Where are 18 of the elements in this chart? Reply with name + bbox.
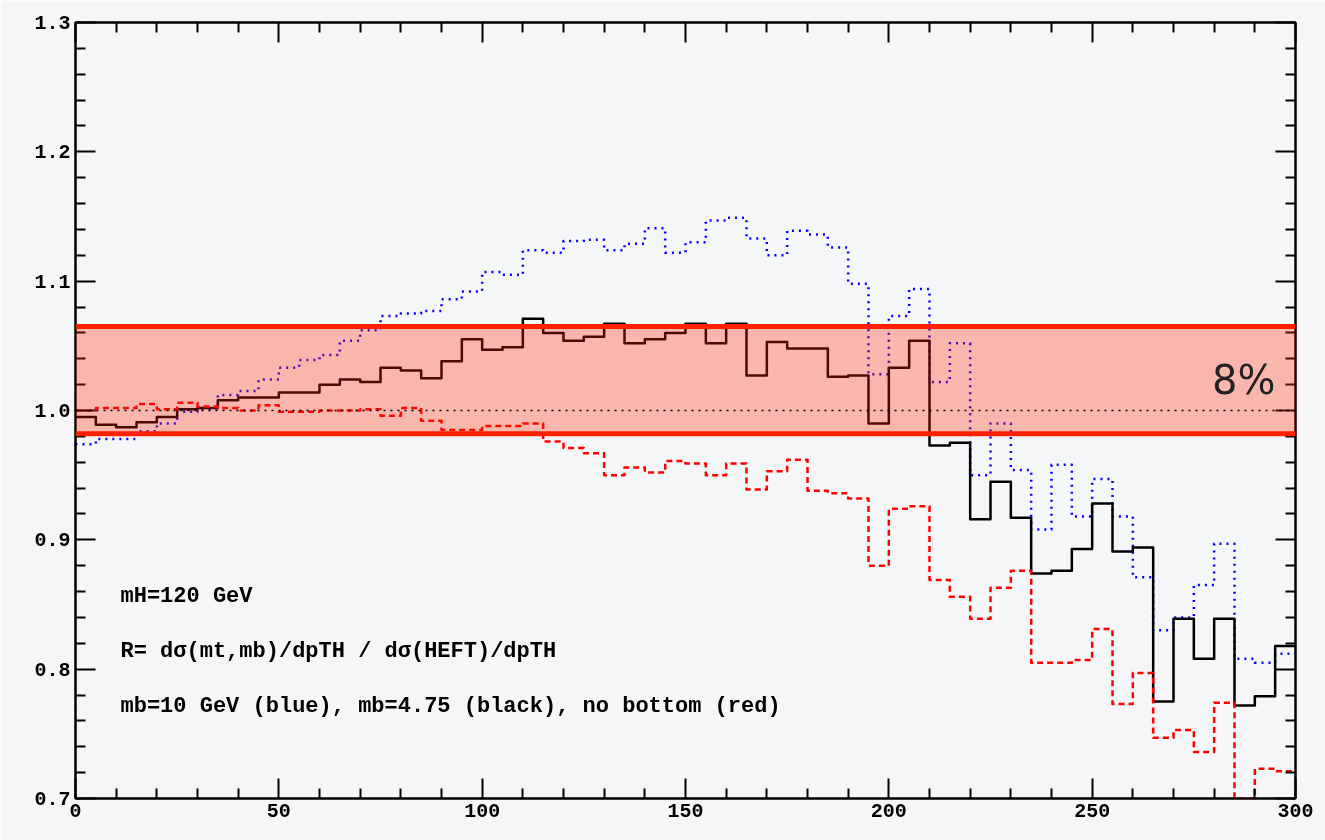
x-tick-label: 250 <box>1074 799 1111 823</box>
x-tick-label: 0 <box>69 799 82 823</box>
y-tick-label: 0.8 <box>34 658 71 682</box>
annotation: mb=10 GeV (blue), mb=4.75 (black), no bottom (red) <box>120 693 781 719</box>
y-tick-label: 1.1 <box>34 270 71 294</box>
band-label: 8% <box>1212 357 1276 404</box>
y-tick-label: 1.3 <box>34 12 71 35</box>
annotation: mH=120 GeV <box>120 583 254 609</box>
y-tick-label: 1.2 <box>34 141 71 165</box>
y-tick-label: 0.9 <box>34 529 71 553</box>
x-tick-label: 300 <box>1277 799 1314 823</box>
y-tick-label: 1.0 <box>34 400 71 423</box>
x-tick-label: 100 <box>464 799 501 823</box>
x-tick-label: 200 <box>870 799 907 823</box>
y-tick-label: 0.7 <box>34 788 71 811</box>
x-tick-label: 50 <box>266 799 291 823</box>
x-tick-label: 150 <box>667 799 704 823</box>
annotation: R= dσ(mt,mb)/dpTH / dσ(HEFT)/dpTH <box>120 638 557 664</box>
